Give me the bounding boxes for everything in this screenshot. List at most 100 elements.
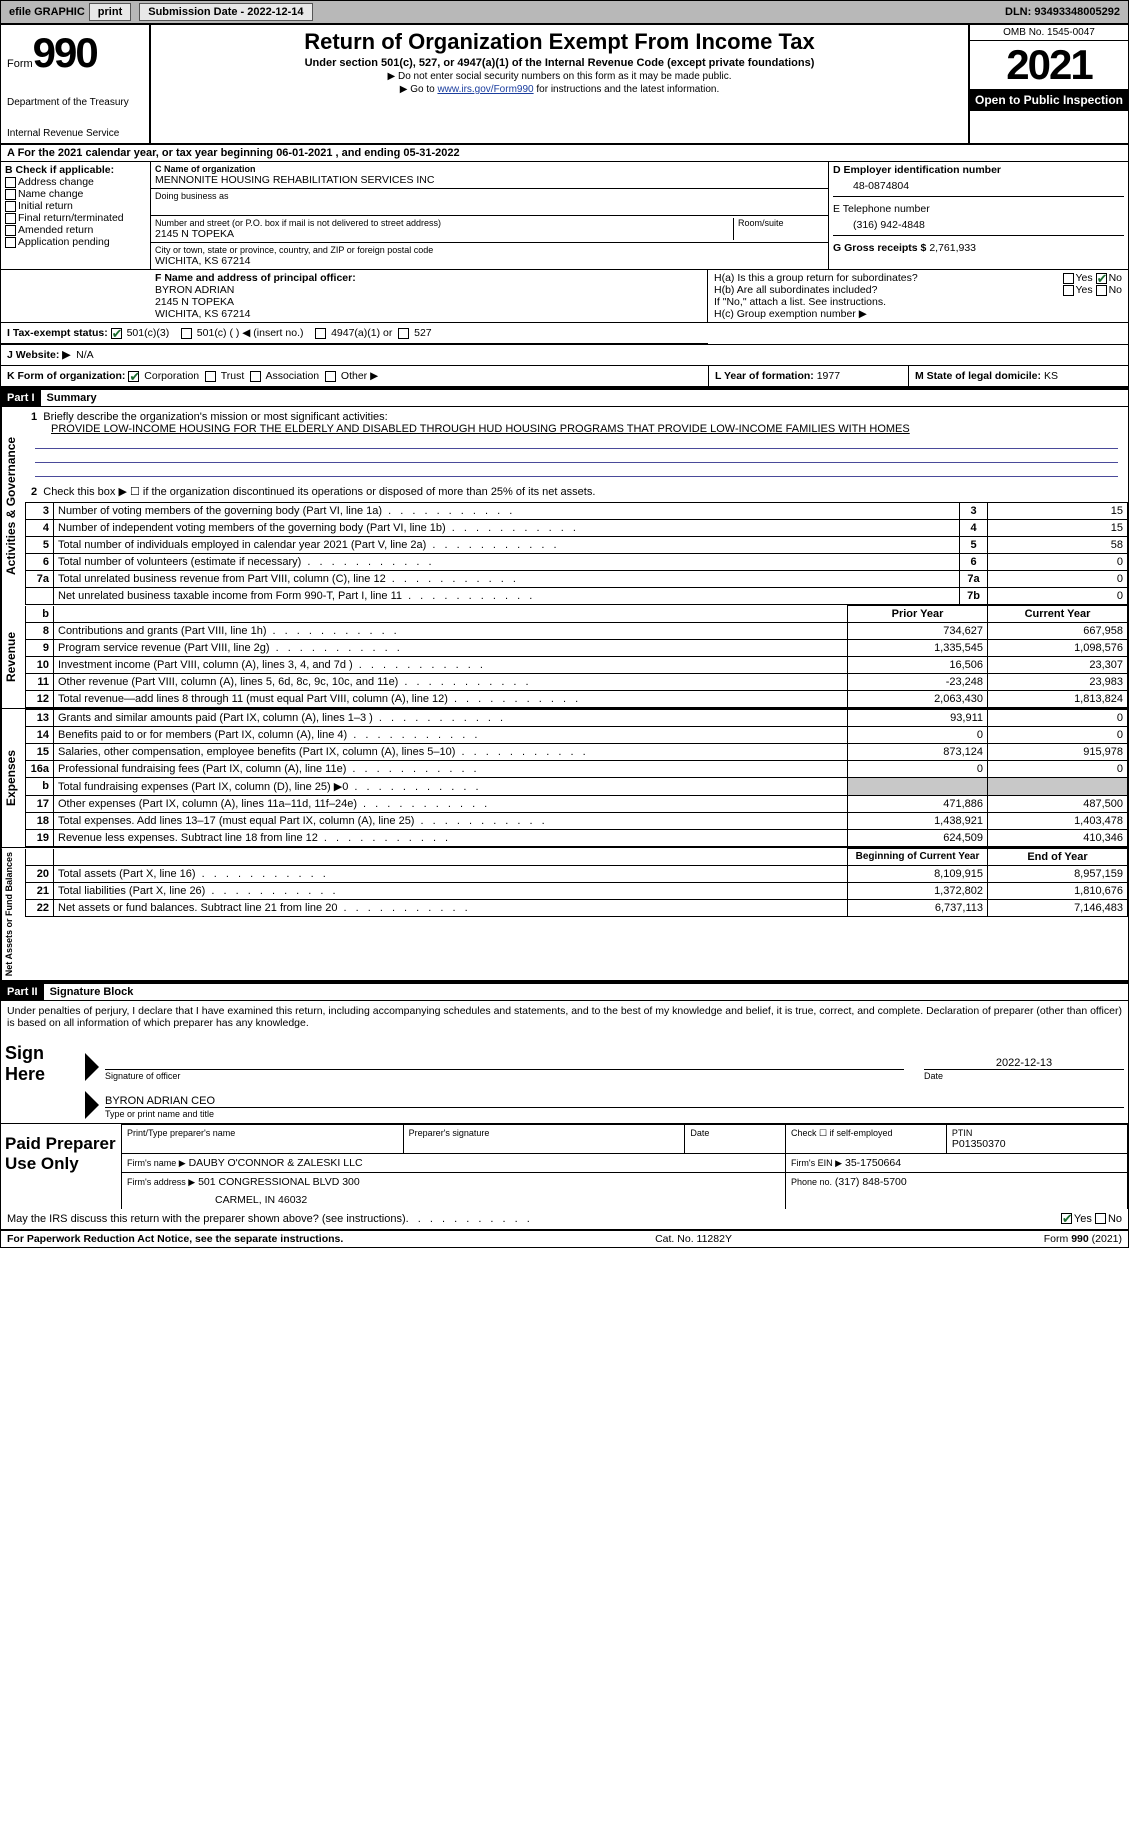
chk-corp[interactable] [128,371,139,382]
paperwork-notice: For Paperwork Reduction Act Notice, see … [7,1233,343,1245]
dba-label: Doing business as [155,191,824,201]
part1-title: Summary [41,390,103,406]
part1-label: Part I [1,390,41,406]
revenue-section: Revenue bPrior YearCurrent Year 8Contrib… [1,605,1128,709]
sig-date-line: Date [924,1069,1124,1081]
lbl-501c3: 501(c)(3) [127,327,170,339]
form-number: 990 [33,29,97,77]
chk-527[interactable] [398,328,409,339]
sign-here-block: Sign Here Signature of officer 2022-12-1… [1,1033,1128,1124]
principal-officer: F Name and address of principal officer:… [151,270,708,322]
discuss-no[interactable] [1095,1213,1106,1224]
lbl-501c: 501(c) ( ) ◀ (insert no.) [197,327,304,339]
website-value: N/A [76,349,94,361]
prep-self-lbl: Check ☐ if self-employed [791,1128,941,1139]
c-label: C Name of organization [155,164,824,174]
chk-501c[interactable] [181,328,192,339]
f-left-pad [1,270,151,322]
ptin-lbl: PTIN [952,1128,1122,1138]
ein-value: 48-0874804 [833,176,1124,196]
addr-label: Number and street (or P.O. box if mail i… [155,218,733,228]
mission-text: PROVIDE LOW-INCOME HOUSING FOR THE ELDER… [31,423,1122,435]
chk-501c3[interactable] [111,328,122,339]
i-label: I Tax-exempt status: [7,327,108,339]
lbl-assoc: Association [265,370,319,382]
irs-label: Internal Revenue Service [7,128,143,139]
col-end: End of Year [988,849,1128,866]
ha-yes[interactable] [1063,273,1074,284]
g-label: G Gross receipts $ [833,242,926,254]
netassets-section: Net Assets or Fund Balances Beginning of… [1,848,1128,982]
org-info-block: B Check if applicable: Address change Na… [1,162,1128,270]
form-word: Form [7,58,33,70]
state-domicile: KS [1044,370,1058,382]
chk-trust[interactable] [205,371,216,382]
firm-phone: (317) 848-5700 [835,1176,907,1188]
firm-name-lbl: Firm's name ▶ [127,1158,186,1168]
chk-app-pending[interactable] [5,237,16,248]
officer-city: WICHITA, KS 67214 [155,308,703,320]
tax-year-line: A For the 2021 calendar year, or tax yea… [1,145,1128,162]
firm-ein-lbl: Firm's EIN ▶ [791,1158,842,1168]
officer-block: F Name and address of principal officer:… [1,270,1128,323]
chk-4947[interactable] [315,328,326,339]
j-label: J Website: ▶ [7,349,70,361]
opt-amended: Amended return [18,224,93,236]
part2-label: Part II [1,984,44,1000]
footer: For Paperwork Reduction Act Notice, see … [1,1230,1128,1247]
chk-amended[interactable] [5,225,16,236]
phone-value: (316) 942-4848 [833,215,1124,235]
e-label: E Telephone number [833,197,1124,215]
top-toolbar: efile GRAPHIC print Submission Date - 20… [0,0,1129,24]
firm-ein: 35-1750664 [845,1157,901,1169]
form-header: Form 990 Department of the Treasury Inte… [1,25,1128,145]
k-label: K Form of organization: [7,370,125,382]
officer-name: BYRON ADRIAN [155,284,703,296]
hb-yes[interactable] [1063,285,1074,296]
i-right-pad [708,323,1128,344]
tax-status-row: I Tax-exempt status: 501(c)(3) 501(c) ( … [1,323,1128,345]
firm-addr: 501 CONGRESSIONAL BLVD 300 [198,1176,360,1188]
chk-initial-return[interactable] [5,201,16,212]
discuss-row: May the IRS discuss this return with the… [1,1209,1128,1230]
dots [406,1213,1061,1225]
vlabel-expenses: Expenses [1,709,25,847]
part2-title: Signature Block [44,984,140,1000]
goto-note: ▶ Go to www.irs.gov/Form990 for instruct… [157,84,962,95]
arrow-icon-2 [85,1091,99,1119]
opt-name-change: Name change [18,188,83,200]
print-button[interactable]: print [89,3,131,21]
header-left: Form 990 Department of the Treasury Inte… [1,25,151,143]
hb-no-lbl: No [1109,284,1122,296]
klm-row: K Form of organization: Corporation Trus… [1,366,1128,388]
hb-label: H(b) Are all subordinates included? [714,284,1063,296]
chk-final-return[interactable] [5,213,16,224]
col-prior: Prior Year [848,606,988,623]
opt-final-return: Final return/terminated [18,212,124,224]
ha-no[interactable] [1096,273,1107,284]
b-label: B Check if applicable: [5,164,146,176]
org-name-block: C Name of organization MENNONITE HOUSING… [151,162,828,269]
city-label: City or town, state or province, country… [155,245,824,255]
firm-addr-lbl: Firm's address ▶ [127,1177,195,1187]
form-title: Return of Organization Exempt From Incom… [157,29,962,55]
part1-header: Part I Summary [1,388,1128,407]
chk-name-change[interactable] [5,189,16,200]
ssn-note: ▶ Do not enter social security numbers o… [157,71,962,82]
paid-preparer-label: Paid Preparer Use Only [1,1124,121,1209]
expenses-section: Expenses 13Grants and similar amounts pa… [1,709,1128,848]
h-block: H(a) Is this a group return for subordin… [708,270,1128,322]
discuss-yes[interactable] [1061,1213,1072,1224]
irs-link[interactable]: www.irs.gov/Form990 [437,84,533,95]
omb-number: OMB No. 1545-0047 [970,25,1128,41]
governance-table: 3Number of voting members of the governi… [25,502,1128,605]
chk-assoc[interactable] [250,371,261,382]
ha-label: H(a) Is this a group return for subordin… [714,272,1063,284]
hb-no[interactable] [1096,285,1107,296]
ha-no-lbl: No [1109,272,1122,284]
chk-address-change[interactable] [5,177,16,188]
firm-phone-lbl: Phone no. [791,1177,832,1187]
penalty-text: Under penalties of perjury, I declare th… [1,1001,1128,1033]
chk-other[interactable] [325,371,336,382]
city-state-zip: WICHITA, KS 67214 [155,255,824,267]
